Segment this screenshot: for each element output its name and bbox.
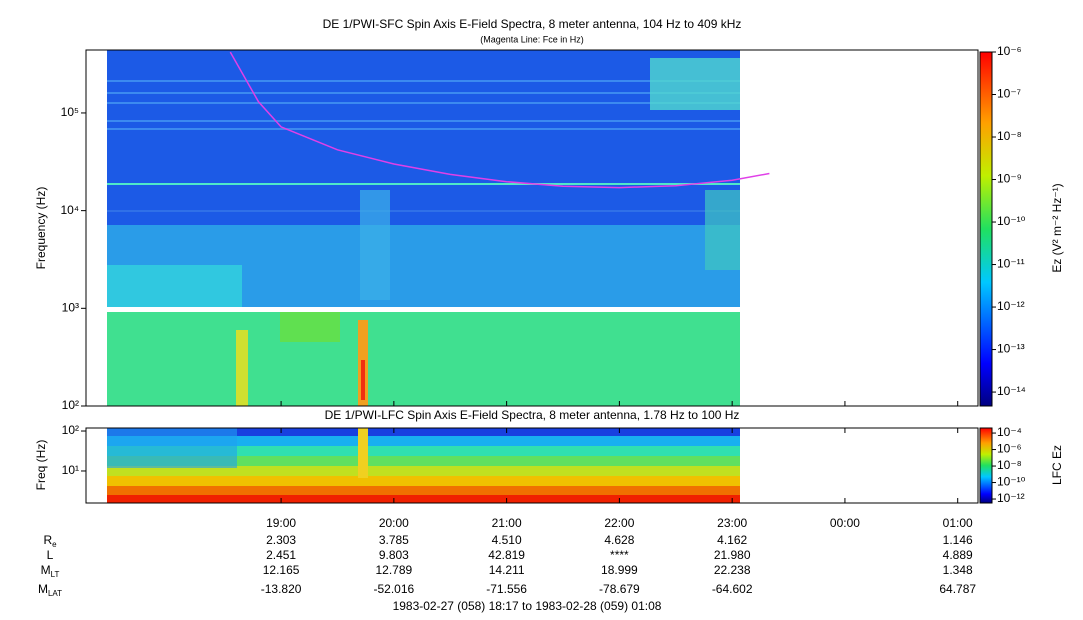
ephemeris-value: 1.348 [943, 563, 973, 577]
chart-title: DE 1/PWI-LFC Spin Axis E-Field Spectra, … [325, 408, 740, 422]
ephemeris-value: -78.679 [599, 582, 640, 596]
row-label: Re [43, 533, 57, 549]
row-label: MLAT [38, 582, 62, 598]
ephemeris-value: **** [610, 548, 629, 562]
ephemeris-value: 4.510 [492, 533, 522, 547]
y-tick-label: 10² [62, 398, 79, 412]
ephemeris-value: 9.803 [379, 548, 409, 562]
colorbar-tick-label: 10⁻¹⁰ [997, 475, 1026, 489]
ephemeris-value: 12.789 [376, 563, 413, 577]
row-label-sub: LAT [48, 589, 62, 598]
row-label-main: M [38, 582, 48, 596]
ephemeris-value: 18.999 [601, 563, 638, 577]
spectrogram-image [107, 50, 740, 406]
colorbar-tick-label: 10⁻¹² [997, 299, 1025, 313]
x-tick-label: 21:00 [492, 516, 522, 530]
colorbar-tick-label: 10⁻⁶ [997, 442, 1022, 456]
y-tick-label: 10⁵ [61, 105, 79, 119]
colorbar [979, 51, 993, 407]
row-label-main: L [47, 548, 54, 562]
ephemeris-value: 64.787 [939, 582, 976, 596]
row-label-main: M [41, 563, 51, 577]
colorbar-label: Ez (V² m⁻² Hz⁻¹) [1050, 183, 1064, 272]
colorbar-tick-label: 10⁻¹³ [997, 342, 1025, 356]
colorbar-tick-label: 10⁻⁸ [997, 458, 1022, 472]
x-tick-label: 23:00 [717, 516, 747, 530]
chart-title: DE 1/PWI-SFC Spin Axis E-Field Spectra, … [323, 17, 742, 31]
ephemeris-value: 21.980 [714, 548, 751, 562]
row-label: L [47, 548, 54, 562]
plot-frame [85, 427, 979, 504]
x-tick-label: 19:00 [266, 516, 296, 530]
ephemeris-value: 22.238 [714, 563, 751, 577]
ephemeris-value: 12.165 [263, 563, 300, 577]
x-tick-label: 22:00 [604, 516, 634, 530]
y-tick-label: 10⁴ [60, 203, 79, 217]
colorbar [979, 427, 993, 504]
ephemeris-value: 42.819 [488, 548, 525, 562]
colorbar-tick-label: 10⁻¹¹ [997, 257, 1025, 271]
ephemeris-value: -52.016 [374, 582, 415, 596]
ephemeris-value: 2.451 [266, 548, 296, 562]
x-tick-label: 00:00 [830, 516, 860, 530]
row-label-main: R [43, 533, 52, 547]
colorbar-tick-label: 10⁻⁷ [997, 87, 1021, 101]
y-tick-label: 10³ [62, 300, 79, 314]
fce-line [229, 51, 770, 189]
y-axis-label: Freq (Hz) [34, 440, 48, 491]
colorbar-tick-label: 10⁻¹² [997, 491, 1025, 505]
ephemeris-value: 1.146 [943, 533, 973, 547]
ephemeris-value: -71.556 [486, 582, 527, 596]
ephemeris-value: -64.602 [712, 582, 753, 596]
chart-subtitle: (Magenta Line: Fce in Hz) [480, 34, 584, 44]
ephemeris-value: 14.211 [489, 563, 525, 577]
colorbar-tick-label: 10⁻⁸ [997, 129, 1022, 143]
colorbar-tick-label: 10⁻¹⁰ [997, 214, 1026, 228]
x-tick-label: 20:00 [379, 516, 409, 530]
row-label-sub: LT [51, 570, 60, 579]
ephemeris-value: 3.785 [379, 533, 409, 547]
row-label: MLT [41, 563, 60, 579]
colorbar-tick-label: 10⁻⁴ [997, 425, 1022, 439]
ephemeris-value: 2.303 [266, 533, 296, 547]
y-tick-label: 10² [62, 423, 79, 437]
time-range: 1983-02-27 (058) 18:17 to 1983-02-28 (05… [393, 599, 662, 613]
x-tick-label: 01:00 [943, 516, 973, 530]
ephemeris-value: -13.820 [261, 582, 302, 596]
spectrogram-image [107, 428, 740, 503]
ephemeris-value: 4.162 [717, 533, 747, 547]
ephemeris-value: 4.889 [943, 548, 973, 562]
colorbar-tick-label: 10⁻⁹ [997, 172, 1022, 186]
plot-frame [85, 49, 979, 407]
y-axis-label: Frequency (Hz) [34, 187, 48, 270]
ephemeris-value: 4.628 [604, 533, 634, 547]
y-tick-label: 10¹ [62, 463, 79, 477]
colorbar-tick-label: 10⁻¹⁴ [997, 384, 1026, 398]
colorbar-label: LFC Ez [1050, 445, 1064, 485]
row-label-sub: e [52, 540, 57, 549]
colorbar-tick-label: 10⁻⁶ [997, 44, 1022, 58]
